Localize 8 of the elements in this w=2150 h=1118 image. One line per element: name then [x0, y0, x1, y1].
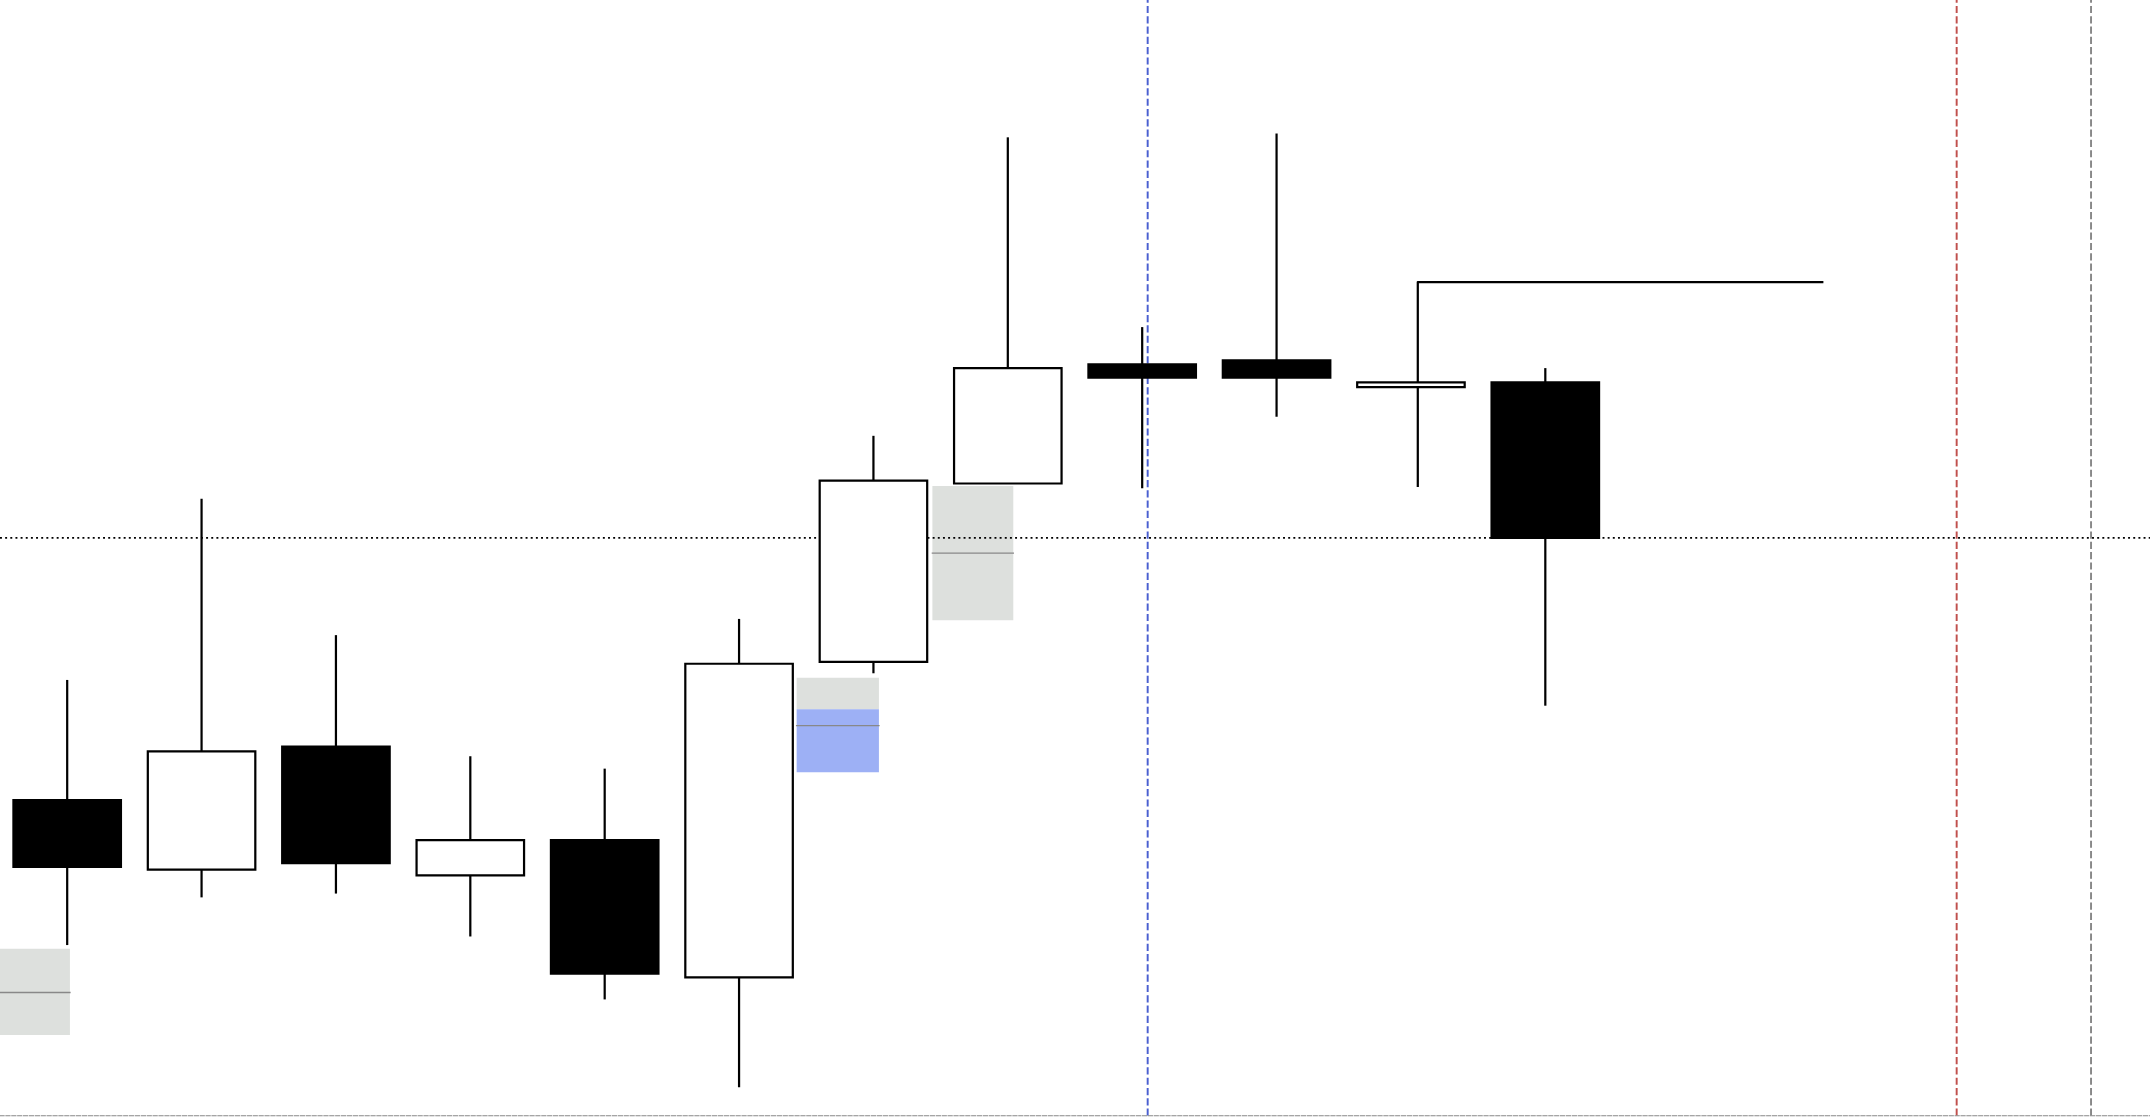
candlestick — [146, 497, 257, 899]
candlestick — [12, 678, 123, 947]
candlestick — [1087, 325, 1198, 490]
candlestick — [549, 767, 660, 1001]
candlestick — [684, 617, 794, 1089]
candlestick — [281, 634, 391, 895]
candlestick — [415, 755, 526, 938]
candlestick — [1221, 132, 1332, 418]
